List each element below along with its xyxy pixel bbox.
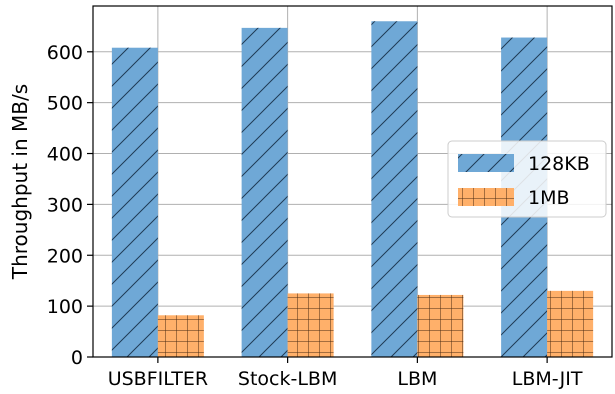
bar-hatch-128kb xyxy=(371,21,418,358)
y-tick-label: 600 xyxy=(47,42,83,64)
bar-hatch-1mb xyxy=(287,293,334,357)
bar-hatch-128kb xyxy=(241,27,288,358)
legend-swatch-hatch-128kb xyxy=(458,154,514,172)
x-tick-label: USBFILTER xyxy=(108,368,208,390)
y-axis-label: Throughput in MB/s xyxy=(8,84,32,280)
x-tick-label: LBM xyxy=(397,368,437,390)
bar-hatch-1mb xyxy=(417,294,464,357)
legend-swatch-hatch-1mb xyxy=(458,188,514,206)
legend-label-1mb: 1MB xyxy=(528,187,570,209)
y-tick-label: 300 xyxy=(47,194,83,216)
y-tick-label: 100 xyxy=(47,296,83,318)
y-tick-label: 200 xyxy=(47,245,83,267)
bar-hatch-1mb xyxy=(547,290,594,357)
bar-hatch-1mb xyxy=(157,315,204,357)
x-tick-label: LBM-JIT xyxy=(512,368,583,390)
x-tick-label: Stock-LBM xyxy=(238,368,337,390)
y-tick-label: 400 xyxy=(47,144,83,166)
legend: 128KB 1MB xyxy=(447,140,607,218)
legend-label-128kb: 128KB xyxy=(528,153,590,175)
axes: 0 100 200 300 400 500 600 USBFILTER Stock-LBM LBM… xyxy=(8,5,613,390)
y-tick-label: 500 xyxy=(47,93,83,115)
plot-frame xyxy=(92,5,613,358)
bar-hatch-128kb xyxy=(111,47,158,357)
y-tick-label: 0 xyxy=(71,347,83,369)
